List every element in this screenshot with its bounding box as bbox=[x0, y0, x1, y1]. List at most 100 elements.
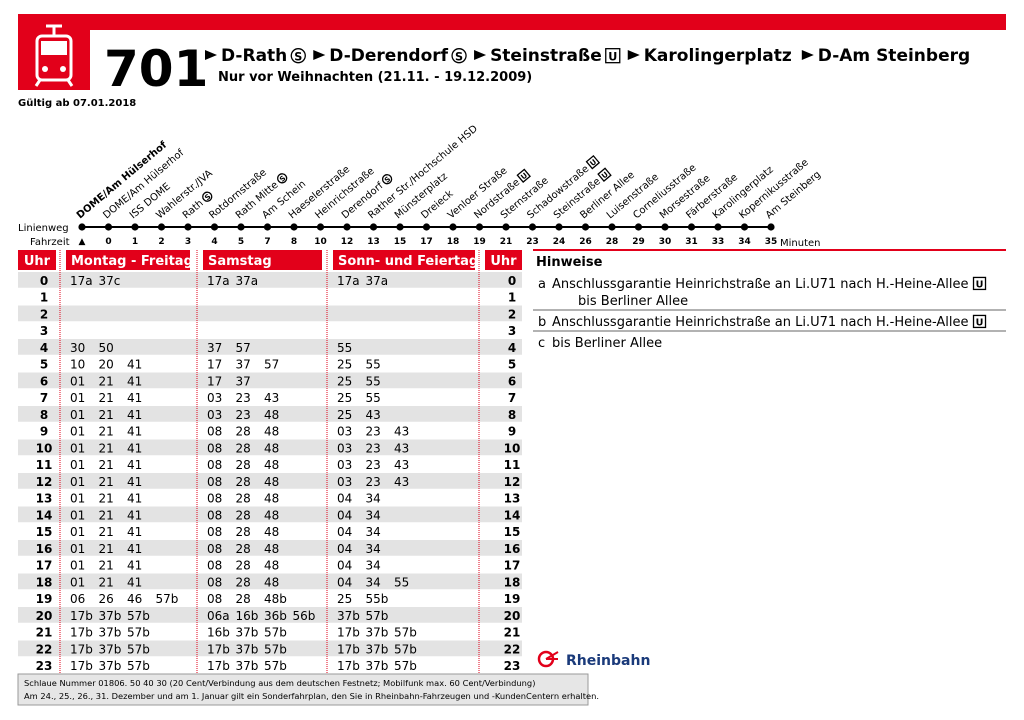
departure: 48 bbox=[264, 475, 279, 489]
stop-time: 19 bbox=[473, 237, 486, 247]
hour: 6 bbox=[40, 374, 48, 388]
line-icon: S bbox=[277, 173, 288, 184]
departure: 57b bbox=[366, 609, 389, 623]
departure: 23 bbox=[236, 391, 251, 405]
departure: 37b bbox=[366, 642, 389, 656]
row-band bbox=[18, 640, 522, 657]
header-cell bbox=[66, 250, 190, 270]
hour: 0 bbox=[40, 274, 48, 288]
hour: 9 bbox=[40, 425, 48, 439]
departure: 17b bbox=[337, 626, 360, 640]
hour: 15 bbox=[36, 525, 53, 539]
departure: 08 bbox=[207, 441, 222, 455]
hour: 18 bbox=[36, 575, 53, 589]
note-key: b bbox=[538, 315, 546, 330]
hour: 9 bbox=[508, 425, 516, 439]
stop-time: 2 bbox=[158, 237, 164, 247]
departure: 17b bbox=[337, 659, 360, 673]
departure: 48 bbox=[264, 559, 279, 573]
departure: 28 bbox=[236, 508, 251, 522]
hour: 4 bbox=[40, 341, 48, 355]
hour: 14 bbox=[36, 508, 53, 522]
arrow bbox=[474, 50, 487, 60]
icon-letter: U bbox=[519, 171, 529, 182]
route-stop: D-Derendorf bbox=[329, 46, 448, 66]
line-icon: U bbox=[972, 276, 987, 290]
stop-dot bbox=[422, 223, 431, 231]
departure: 01 bbox=[70, 475, 85, 489]
logo-text: Rheinbahn bbox=[566, 653, 650, 669]
stop-time: 1 bbox=[132, 237, 138, 247]
departure: 43 bbox=[394, 441, 409, 455]
stop-time: 0 bbox=[105, 237, 111, 247]
column-header: Uhr bbox=[490, 254, 517, 269]
departure: 43 bbox=[264, 391, 279, 405]
departure: 37b bbox=[236, 659, 259, 673]
row-band bbox=[18, 406, 522, 422]
departure: 37b bbox=[99, 626, 122, 640]
departure: 57b bbox=[394, 626, 417, 640]
row-band bbox=[18, 305, 522, 322]
departure: 03 bbox=[207, 391, 222, 405]
hour: 17 bbox=[504, 559, 521, 573]
hour: 11 bbox=[504, 458, 521, 472]
icon-letter: S bbox=[278, 174, 288, 184]
top-bar bbox=[18, 14, 1006, 30]
hour: 19 bbox=[504, 592, 521, 606]
departure: 17b bbox=[70, 642, 93, 656]
departure: 01 bbox=[70, 458, 85, 472]
departure: 37a bbox=[366, 274, 389, 288]
stop-dot bbox=[661, 223, 669, 231]
stop-dot bbox=[714, 223, 722, 231]
departure: 01 bbox=[70, 425, 85, 439]
departure: 03 bbox=[207, 408, 222, 422]
departure: 50 bbox=[99, 341, 114, 355]
hour: 22 bbox=[36, 642, 53, 656]
icon-letter: U bbox=[608, 50, 617, 63]
stop-time: 4 bbox=[211, 237, 217, 247]
departure: 57b bbox=[394, 659, 417, 673]
icon-circle bbox=[202, 191, 213, 202]
hour: 15 bbox=[504, 525, 521, 539]
stop-dot bbox=[687, 223, 696, 231]
departure: 17b bbox=[207, 659, 230, 673]
stop-dot bbox=[78, 223, 86, 231]
hour: 7 bbox=[508, 391, 516, 405]
departure: 01 bbox=[70, 542, 85, 556]
departure: 55 bbox=[337, 341, 352, 355]
departure: 01 bbox=[70, 441, 85, 455]
departure: 34 bbox=[366, 508, 381, 522]
departure: 16b bbox=[236, 609, 259, 623]
departure: 41 bbox=[127, 492, 142, 506]
departure: 37b bbox=[366, 659, 389, 673]
hour: 0 bbox=[508, 274, 516, 288]
departure: 41 bbox=[127, 358, 142, 372]
stop-time: 7 bbox=[264, 237, 270, 247]
departure: 17 bbox=[207, 358, 222, 372]
departure: 28 bbox=[236, 458, 251, 472]
departure: 41 bbox=[127, 408, 142, 422]
arrow bbox=[313, 50, 326, 60]
departure: 48 bbox=[264, 575, 279, 589]
departure: 17a bbox=[337, 274, 360, 288]
departure: 28 bbox=[236, 575, 251, 589]
departure: 08 bbox=[207, 542, 222, 556]
departure: 28 bbox=[236, 425, 251, 439]
departure: 34 bbox=[366, 525, 381, 539]
departure: 21 bbox=[99, 492, 114, 506]
stop-dot bbox=[767, 223, 775, 231]
note-text: Anschlussgarantie Heinrichstraße an Li.U… bbox=[552, 277, 969, 292]
hour: 12 bbox=[504, 475, 521, 489]
departure: 04 bbox=[337, 492, 352, 506]
departure: 57b bbox=[127, 609, 150, 623]
departure: 41 bbox=[127, 425, 142, 439]
departure: 55 bbox=[366, 358, 381, 372]
departure: 34 bbox=[366, 492, 381, 506]
stop-dot bbox=[131, 223, 139, 231]
stop-time: 35 bbox=[765, 237, 778, 247]
departure: 41 bbox=[127, 458, 142, 472]
stop-time: 10 bbox=[314, 237, 327, 247]
icon-letter: S bbox=[455, 50, 463, 63]
arrow bbox=[627, 50, 640, 60]
